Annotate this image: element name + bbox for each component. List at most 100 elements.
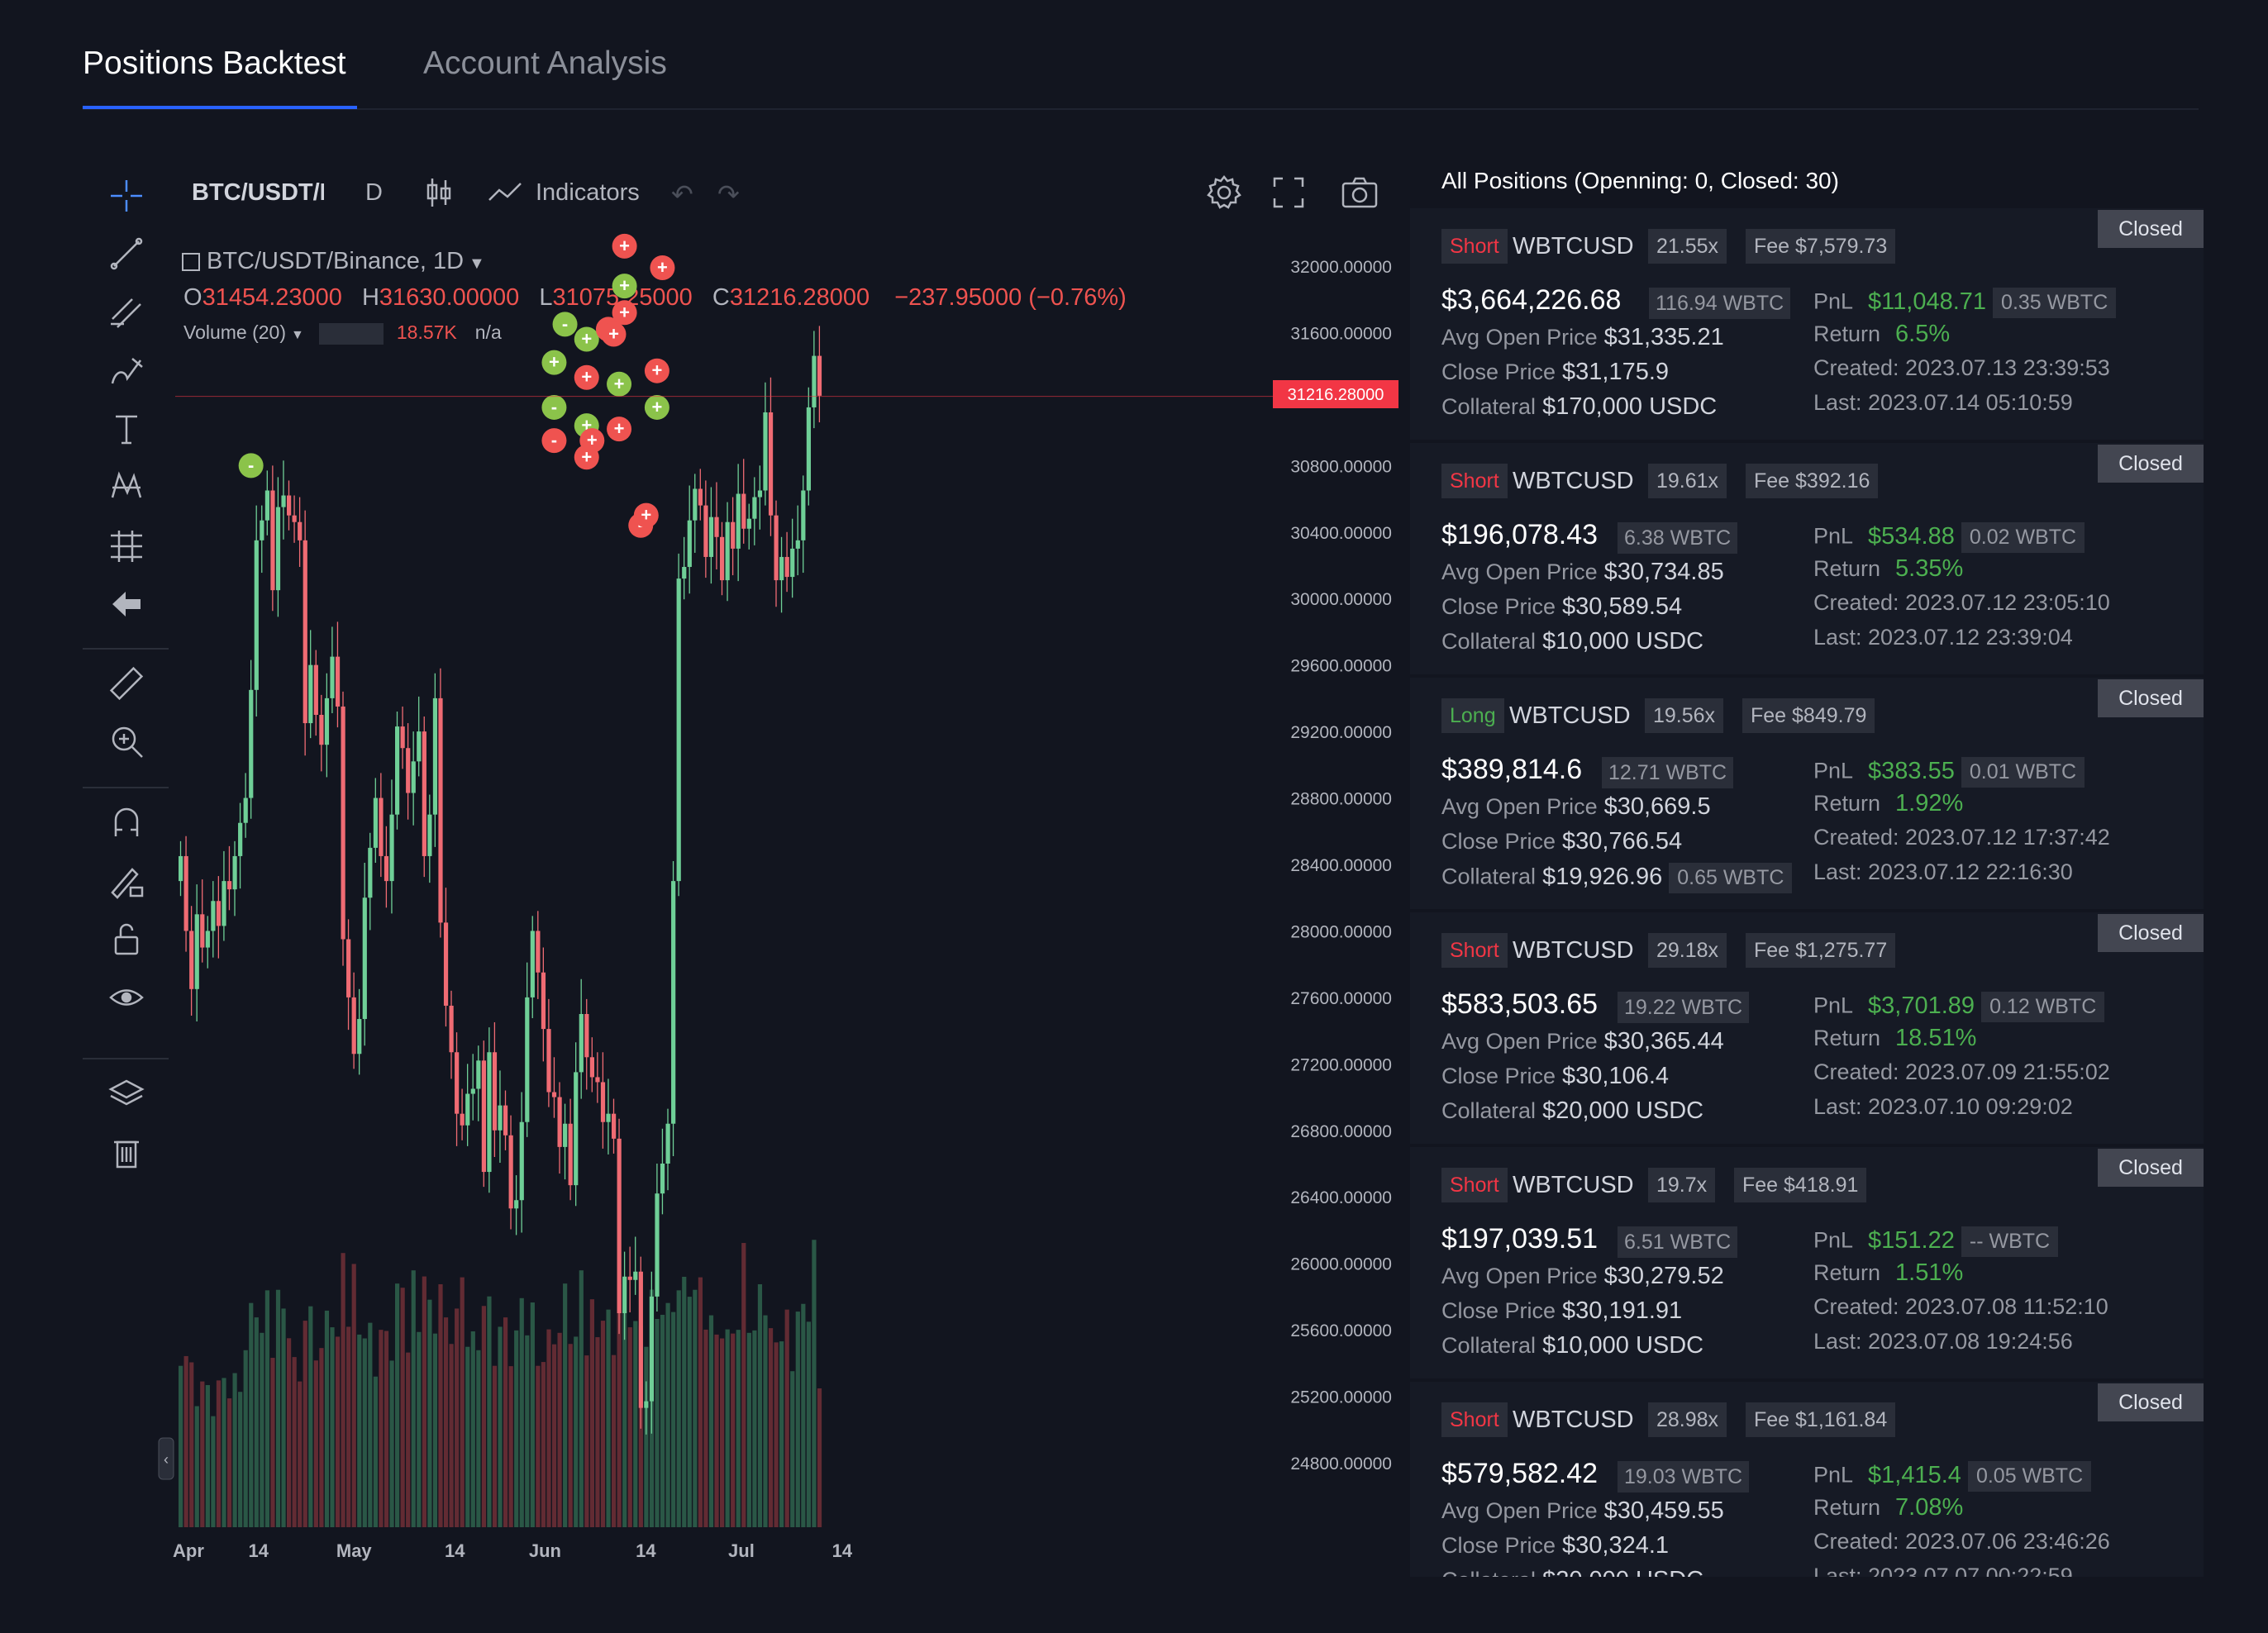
pnl-value: $3,701.89 [1868,992,1975,1019]
candle-body [741,493,746,529]
unlock-icon[interactable] [106,919,147,960]
trade-marker[interactable]: + [644,358,669,383]
trade-marker[interactable]: + [541,350,567,375]
camera-icon[interactable] [1341,175,1379,217]
candle-body [373,797,378,848]
return-row: Return 6.5% [1813,321,1950,348]
crosshair-icon[interactable] [106,175,147,217]
indicators-button[interactable]: Indicators [536,179,640,206]
position-card[interactable]: Closed Long WBTCUSD 19.56x Fee $849.79 $389,8… [1410,678,2204,912]
trade-marker[interactable]: - [552,312,578,337]
layers-icon[interactable] [106,1073,147,1114]
position-card[interactable]: Closed Short WBTCUSD 19.7x Fee $418.91 $197,0… [1410,1147,2204,1382]
candle-body [226,881,232,890]
status-closed-button[interactable]: Closed [2098,1149,2204,1187]
position-symbol: WBTCUSD [1509,702,1631,729]
indicators-icon[interactable] [488,177,522,213]
x-tick-label: May [336,1540,373,1561]
legend-title-text[interactable]: BTC/USDT/Binance, 1D [207,248,465,274]
tab-account-analysis[interactable]: Account Analysis [423,45,667,81]
candle-body [238,822,243,856]
candle-body [438,697,443,923]
volume-settings-icon[interactable] [318,322,384,345]
position-card[interactable]: Closed Short WBTCUSD 21.55x Fee $7,579.73 $3,… [1410,208,2204,443]
card-separator [1410,909,2204,912]
trade-marker[interactable]: - [541,428,567,454]
status-closed-button[interactable]: Closed [2098,445,2204,483]
avg-open-row: Avg Open Price $30,669.5 [1441,793,1711,821]
collapse-sidebar-handle[interactable] [158,1437,174,1480]
chevron-down-icon[interactable]: ▼ [291,328,304,342]
fullscreen-icon[interactable] [1271,175,1306,217]
positions-list[interactable]: Closed Short WBTCUSD 21.55x Fee $7,579.73 $3,… [1410,208,2204,1577]
volume-bar [731,1333,736,1527]
magnet-icon[interactable] [106,802,147,843]
close-price-row: Close Price $31,175.9 [1441,359,1669,386]
volume-bar [768,1328,774,1527]
candle-style-icon[interactable] [425,177,453,215]
trash-icon[interactable] [106,1132,147,1174]
return-value: 5.35% [1895,555,1964,582]
trade-marker[interactable]: + [644,394,669,420]
legend-title: BTC/USDT/Binance, 1D ▼ [182,248,485,275]
gear-icon[interactable] [1205,174,1243,218]
price-chart[interactable]: 32000.0000031600.0000031200.0000030800.0… [0,0,1413,1578]
trade-marker[interactable]: + [607,371,632,397]
zoom-in-icon[interactable] [106,721,147,762]
trade-marker[interactable]: - [541,394,567,420]
status-closed-button[interactable]: Closed [2098,210,2204,248]
position-card[interactable]: Closed Short WBTCUSD 29.18x Fee $1,275.77 $58… [1410,912,2204,1147]
volume-bar [465,1346,470,1527]
trade-marker[interactable]: + [574,326,599,352]
tab-positions-backtest[interactable]: Positions Backtest [83,45,346,81]
trade-marker[interactable]: + [574,364,599,390]
fib-lines-icon[interactable] [106,293,147,334]
measure-lines-icon[interactable] [106,526,147,567]
leverage-badge: 21.55x [1648,229,1727,264]
status-closed-button[interactable]: Closed [2098,679,2204,717]
return-value: 6.5% [1895,321,1951,347]
trade-marker[interactable]: + [601,321,627,347]
volume-bar [303,1321,307,1527]
trade-marker[interactable]: + [633,502,659,528]
volume-bar [671,1312,676,1527]
pnl-value: $383.55 [1868,757,1955,784]
volume-bar [498,1326,503,1527]
candle-body [292,515,297,522]
trade-marker[interactable]: + [612,233,637,259]
svg-text:+: + [619,275,630,296]
symbol-selector[interactable]: BTC/USDT/E [192,179,324,206]
trade-marker[interactable]: + [607,417,632,442]
trade-marker[interactable]: - [238,453,264,478]
position-card[interactable]: Closed Short WBTCUSD 19.61x Fee $392.16 $196,… [1410,443,2204,678]
y-tick-label: 28800.00000 [1290,790,1392,809]
chevron-down-icon[interactable]: ▼ [469,255,485,273]
volume-label[interactable]: Volume (20) [183,321,287,343]
candle-body [817,355,822,396]
back-arrow-icon[interactable] [106,583,147,625]
status-closed-button[interactable]: Closed [2098,914,2204,952]
redo-icon[interactable]: ↷ [717,179,740,209]
brush-icon[interactable] [106,350,147,392]
trade-marker[interactable]: + [650,255,675,281]
volume-bar [449,1344,454,1527]
trade-marker[interactable]: + [612,300,637,326]
pattern-icon[interactable] [106,466,147,507]
text-icon[interactable] [106,408,147,450]
undo-icon[interactable]: ↶ [671,179,693,209]
volume-bar [249,1302,254,1527]
eye-icon[interactable] [106,977,147,1018]
status-closed-button[interactable]: Closed [2098,1383,2204,1421]
trade-marker[interactable]: + [579,428,605,454]
position-card[interactable]: Closed Short WBTCUSD 28.98x Fee $1,161.84 $57… [1410,1382,2204,1577]
collapse-legend-icon[interactable] [182,253,200,272]
trade-marker[interactable]: + [612,274,637,299]
candle-body [790,548,795,578]
ruler-icon[interactable] [106,663,147,704]
trend-line-icon[interactable] [106,233,147,274]
chevron-left-icon[interactable]: ‹ [164,1451,169,1468]
lock-drawing-icon[interactable] [106,861,147,902]
interval-selector[interactable]: D [365,179,383,206]
volume-bar [427,1299,432,1527]
volume-bar [411,1270,416,1527]
